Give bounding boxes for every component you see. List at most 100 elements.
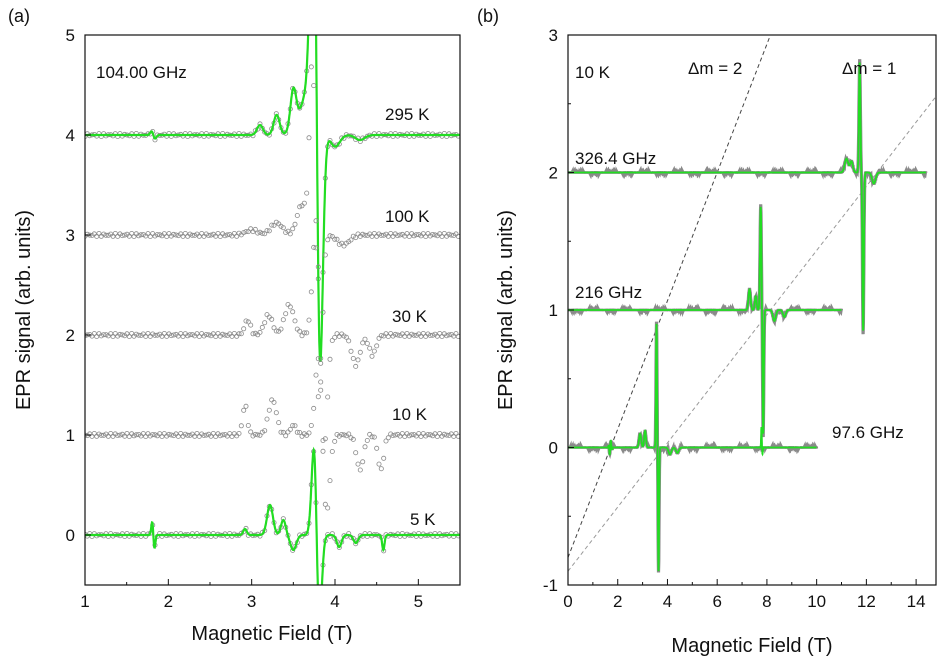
panel-b-label: (b) xyxy=(477,6,499,26)
data-point xyxy=(136,332,142,338)
data-point xyxy=(271,222,277,228)
series-label-216-ghz: 216 GHz xyxy=(575,283,642,302)
data-point xyxy=(280,429,286,435)
data-point xyxy=(341,243,347,249)
data-point xyxy=(388,230,394,236)
data-point xyxy=(231,330,237,336)
data-point xyxy=(147,333,153,339)
data-point xyxy=(350,436,356,442)
data-point xyxy=(143,433,149,439)
data-point xyxy=(290,309,296,315)
data-point xyxy=(287,231,293,237)
data-point xyxy=(376,461,382,467)
data-point xyxy=(115,233,121,239)
data-point xyxy=(224,232,230,238)
panel-a-x-axis-title: Magnetic Field (T) xyxy=(191,623,352,645)
y-tick-label: -1 xyxy=(543,576,558,595)
data-point xyxy=(378,333,384,339)
data-point xyxy=(395,332,401,338)
data-point xyxy=(446,231,452,237)
data-point xyxy=(241,407,247,413)
data-point xyxy=(117,331,123,337)
x-tick-label: 4 xyxy=(663,592,672,611)
data-point xyxy=(308,64,314,70)
data-point xyxy=(227,431,233,437)
data-point xyxy=(367,345,373,351)
data-point xyxy=(353,363,359,369)
data-point xyxy=(189,332,195,338)
data-point xyxy=(101,332,107,338)
data-point xyxy=(217,433,223,439)
data-point xyxy=(98,432,104,438)
data-point xyxy=(287,426,293,432)
data-point xyxy=(262,428,268,434)
data-point xyxy=(119,233,125,239)
data-point xyxy=(292,318,298,324)
data-point xyxy=(364,340,370,346)
data-point xyxy=(329,448,335,454)
data-point xyxy=(306,317,312,323)
data-point xyxy=(446,332,452,338)
data-point xyxy=(301,330,307,336)
data-point xyxy=(243,318,249,324)
data-point xyxy=(161,431,167,437)
data-point xyxy=(406,433,412,439)
data-point xyxy=(231,230,237,236)
data-point xyxy=(196,433,202,439)
series-326.4-ghz-fit xyxy=(568,62,926,331)
data-point xyxy=(411,233,417,239)
data-point xyxy=(362,232,368,238)
panel-a-frequency-label: 104.00 GHz xyxy=(96,63,187,82)
data-point xyxy=(215,330,221,336)
data-point xyxy=(166,431,172,437)
data-point xyxy=(325,394,331,400)
data-point xyxy=(266,228,272,234)
panel-b-plot-area: 326.4 GHz 216 GHz 97.6 GHz Δm = 2 Δm = 1 xyxy=(568,35,936,573)
data-point xyxy=(238,331,244,337)
panel-a-plot-area: 295 K 100 K 30 K 10 K 5 K xyxy=(85,35,460,585)
data-point xyxy=(248,226,254,232)
data-point xyxy=(327,478,333,484)
guide-line-dm2 xyxy=(568,35,771,558)
data-point xyxy=(327,233,333,239)
data-point xyxy=(168,432,174,438)
data-point xyxy=(290,226,296,232)
data-point xyxy=(315,356,321,362)
data-point xyxy=(294,429,300,435)
y-tick-label: 0 xyxy=(66,526,75,545)
data-point xyxy=(397,232,403,238)
series-216-ghz-fit xyxy=(568,206,842,434)
data-point xyxy=(217,233,223,239)
series-label-10-k: 10 K xyxy=(392,405,428,424)
data-point xyxy=(133,331,139,337)
data-point xyxy=(385,435,391,441)
data-point xyxy=(201,432,207,438)
data-point xyxy=(292,423,298,429)
data-point xyxy=(290,422,296,428)
data-point xyxy=(371,434,377,440)
data-point xyxy=(329,233,335,239)
data-point xyxy=(355,357,361,363)
data-point xyxy=(332,334,338,340)
data-point xyxy=(318,360,324,366)
data-point xyxy=(292,221,298,227)
series-label-100-k: 100 K xyxy=(385,207,430,226)
data-point xyxy=(178,331,184,337)
data-point xyxy=(360,231,366,237)
data-point xyxy=(353,450,359,456)
data-point xyxy=(325,505,331,511)
data-point xyxy=(420,231,426,237)
data-point xyxy=(262,231,268,237)
data-point xyxy=(346,431,352,437)
data-point xyxy=(355,461,361,467)
series-label-295-k: 295 K xyxy=(385,105,430,124)
data-point xyxy=(385,233,391,239)
data-point xyxy=(257,432,263,438)
data-point xyxy=(236,331,242,337)
data-point xyxy=(185,432,191,438)
data-point xyxy=(453,430,459,436)
data-point xyxy=(297,204,303,210)
data-point xyxy=(385,333,391,339)
data-point xyxy=(236,430,242,436)
